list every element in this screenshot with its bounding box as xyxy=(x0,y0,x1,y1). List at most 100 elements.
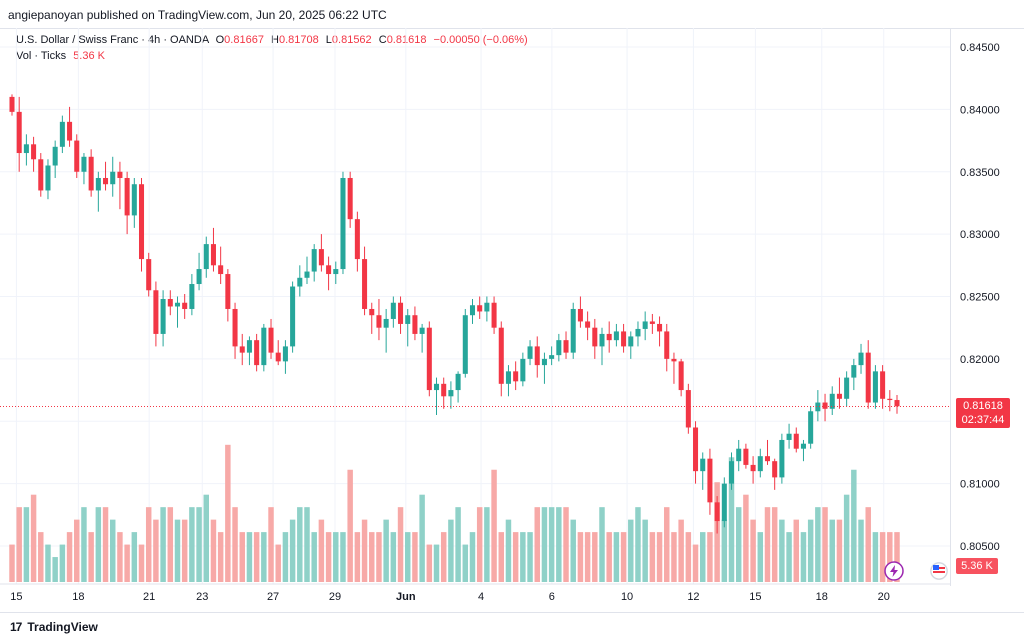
volume-bar xyxy=(750,519,756,582)
candle-body xyxy=(88,156,94,191)
candle-body xyxy=(764,456,771,462)
symbol-name[interactable]: U.S. Dollar / Swiss Franc · 4h · OANDA xyxy=(16,34,209,46)
candle-body xyxy=(182,302,188,309)
candle-body xyxy=(362,259,368,309)
high-label: H xyxy=(271,34,279,46)
candle-body xyxy=(124,177,130,216)
low-label: L xyxy=(325,34,332,46)
candle-body xyxy=(103,177,109,185)
volume-bar xyxy=(9,544,15,582)
candle-body xyxy=(779,439,785,478)
candle-body xyxy=(865,352,871,403)
volume-bar xyxy=(404,532,411,582)
volume-bar xyxy=(117,532,123,582)
candle-body xyxy=(52,146,58,166)
lightning-icon[interactable] xyxy=(884,561,904,581)
candle-body xyxy=(268,327,274,353)
volume-bar xyxy=(879,532,886,582)
candle-body xyxy=(484,302,490,312)
volume-bar xyxy=(699,532,706,582)
candle-body xyxy=(685,390,691,428)
candle-body xyxy=(664,331,670,359)
volume-bar xyxy=(649,532,656,582)
tradingview-logo-icon: 17 xyxy=(10,620,22,634)
volume-bar xyxy=(520,532,526,582)
volume-bar xyxy=(361,519,368,582)
volume-bar xyxy=(807,519,814,582)
volume-bar xyxy=(735,507,742,582)
volume-label[interactable]: Vol · Ticks xyxy=(16,50,67,62)
flag-icon[interactable] xyxy=(930,562,948,580)
candle-body xyxy=(81,156,87,172)
candle-body xyxy=(174,302,181,307)
volume-bar xyxy=(851,469,857,582)
candle-body xyxy=(196,269,202,285)
volume-bar xyxy=(88,532,94,582)
candle-body xyxy=(398,302,404,324)
volume-bar xyxy=(664,507,670,582)
publisher-line: angiepanoyan published on TradingView.co… xyxy=(8,8,387,22)
publish-header: angiepanoyan published on TradingView.co… xyxy=(0,0,1024,29)
candle-body xyxy=(844,377,850,399)
candle-body xyxy=(304,271,310,278)
candle-body xyxy=(693,427,699,472)
volume-bar xyxy=(354,532,361,582)
volume-bar xyxy=(433,544,440,582)
volume-bar xyxy=(635,507,641,582)
candle-body xyxy=(585,321,591,328)
x-tick-label: 29 xyxy=(329,591,341,603)
volume-bar xyxy=(836,519,843,582)
volume-bar xyxy=(484,507,490,582)
candle-body xyxy=(340,177,346,270)
candle-body xyxy=(563,340,569,353)
candle-body xyxy=(275,352,281,362)
volume-bar xyxy=(304,507,310,582)
candle-body xyxy=(757,456,763,472)
candle-body xyxy=(290,286,296,347)
volume-bar xyxy=(577,532,584,582)
candle-body xyxy=(246,340,252,353)
candle-body xyxy=(577,308,583,322)
candle-body xyxy=(297,277,303,287)
x-tick-label: 23 xyxy=(196,591,208,603)
candle-body xyxy=(736,448,742,462)
volume-bar xyxy=(282,532,289,582)
candle-body xyxy=(318,249,324,266)
last-price-tag: 0.81618 02:37:44 xyxy=(956,398,1010,428)
x-tick-label: 21 xyxy=(143,591,155,603)
candle-body xyxy=(333,269,339,275)
volume-bar xyxy=(239,532,245,582)
volume-bar xyxy=(311,532,317,582)
candle-body xyxy=(23,144,29,154)
volume-bar xyxy=(412,532,418,582)
volume-bar xyxy=(16,507,22,582)
candle-body xyxy=(110,171,116,185)
candle-body xyxy=(448,390,454,397)
x-tick-label: 15 xyxy=(10,591,22,603)
volume-bar xyxy=(757,532,764,582)
x-tick-label: 6 xyxy=(549,591,555,603)
open-label: O xyxy=(215,34,225,46)
candle-body xyxy=(239,346,245,353)
price-chart[interactable]: 0.84500 0.84000 0.83500 0.83000 0.82500 0.820… xyxy=(0,28,1024,612)
volume-bar xyxy=(210,519,217,582)
y-tick-label: 0.82000 xyxy=(960,354,1000,366)
volume-bar xyxy=(548,507,555,582)
tradingview-logo[interactable]: 17 TradingView xyxy=(10,620,98,634)
volume-bar xyxy=(160,507,166,582)
volume-bar xyxy=(38,532,44,582)
candle-body xyxy=(376,315,382,328)
candle-body xyxy=(534,346,540,366)
volume-bar xyxy=(455,507,461,582)
volume-bar xyxy=(599,507,605,582)
volume-bar xyxy=(30,494,37,582)
candle-body xyxy=(707,458,713,503)
bar-countdown: 02:37:44 xyxy=(961,414,1005,426)
volume-bar xyxy=(527,532,533,582)
candle-body xyxy=(527,346,533,359)
volume-bar xyxy=(66,532,73,582)
volume-bar xyxy=(628,519,634,582)
candle-body xyxy=(390,302,396,319)
volume-bar xyxy=(95,507,102,582)
volume-bar xyxy=(512,532,519,582)
